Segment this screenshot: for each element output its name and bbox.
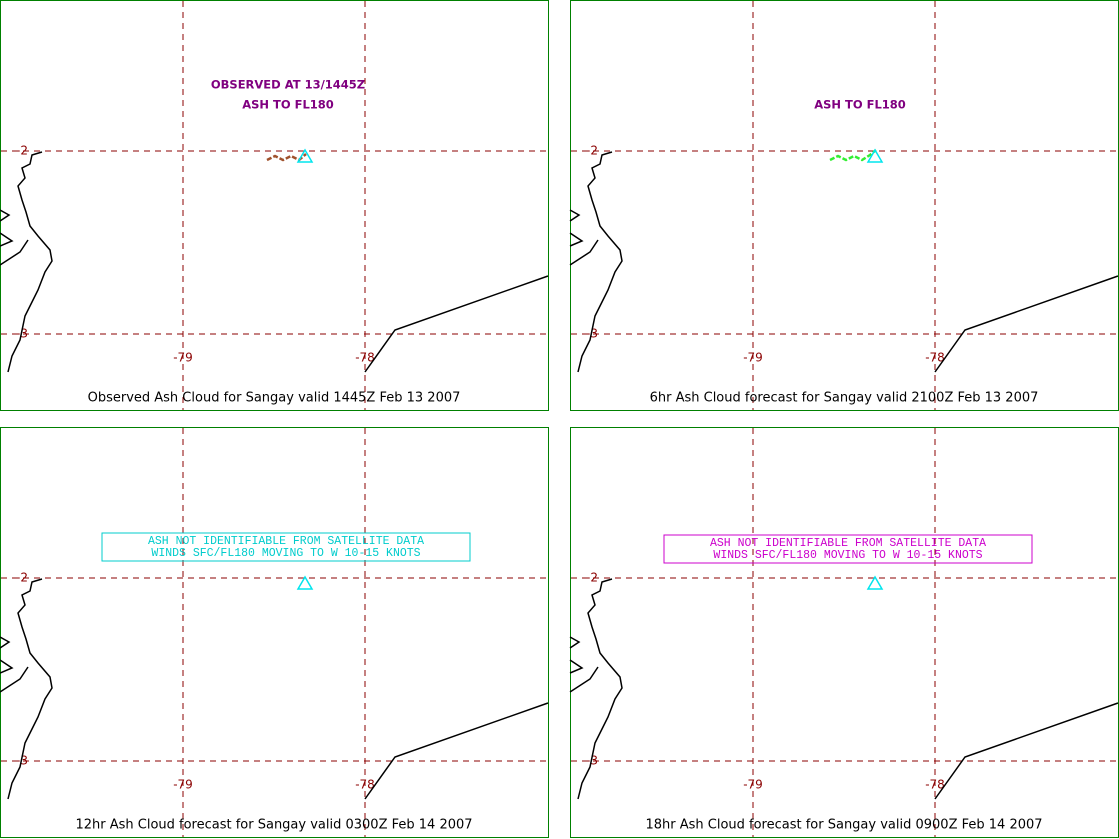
coastline xyxy=(0,666,29,693)
lon-label: -78 xyxy=(925,778,945,792)
panel-border xyxy=(0,427,549,838)
caption: 18hr Ash Cloud forecast for Sangay valid… xyxy=(645,818,1042,833)
coastline xyxy=(0,636,11,649)
coastline xyxy=(569,636,581,649)
coastline xyxy=(577,578,623,800)
volcano xyxy=(866,575,884,590)
volcano xyxy=(866,148,884,163)
coastline xyxy=(569,232,584,247)
lon-label: -79 xyxy=(173,778,193,792)
border-line xyxy=(934,702,1119,800)
volcano xyxy=(296,575,314,590)
coastline xyxy=(0,232,14,247)
panel-border xyxy=(570,0,1119,411)
lon-label: -78 xyxy=(355,778,375,792)
lon-label: -78 xyxy=(925,351,945,365)
coastline xyxy=(569,659,584,674)
annotation: ASH TO FL180 xyxy=(814,98,906,112)
panel-border xyxy=(570,427,1119,838)
coastline xyxy=(577,151,623,373)
ash-cloud xyxy=(829,149,877,162)
caption: 6hr Ash Cloud forecast for Sangay valid … xyxy=(650,391,1039,406)
lon-label: -79 xyxy=(743,778,763,792)
coastline xyxy=(7,151,53,373)
annotation: OBSERVED AT 13/1445Z xyxy=(211,78,365,92)
coastline xyxy=(569,666,599,693)
lon-label: -78 xyxy=(355,351,375,365)
caption: Observed Ash Cloud for Sangay valid 1445… xyxy=(88,391,461,406)
annotation: WINDS SFC/FL180 MOVING TO W 10-15 KNOTS xyxy=(713,549,982,562)
lat-label: -2 xyxy=(586,144,598,158)
caption: 12hr Ash Cloud forecast for Sangay valid… xyxy=(75,818,472,833)
annotation-box xyxy=(101,532,471,562)
coastline xyxy=(7,578,53,800)
coastline xyxy=(0,239,29,266)
lon-label: -79 xyxy=(173,351,193,365)
coastline xyxy=(569,209,581,222)
coastline xyxy=(0,209,11,222)
coastline xyxy=(0,659,14,674)
lat-label: -2 xyxy=(586,571,598,585)
annotation: WINDS SFC/FL180 MOVING TO W 10-15 KNOTS xyxy=(151,547,420,560)
annotation: ASH NOT IDENTIFIABLE FROM SATELLITE DATA xyxy=(710,537,986,550)
border-line xyxy=(364,275,549,373)
lon-label: -79 xyxy=(743,351,763,365)
border-line xyxy=(934,275,1119,373)
panel-border xyxy=(0,0,549,411)
lat-label: -2 xyxy=(16,571,28,585)
annotation: ASH NOT IDENTIFIABLE FROM SATELLITE DATA xyxy=(148,535,424,548)
border-line xyxy=(364,702,549,800)
coastline xyxy=(569,239,599,266)
annotation-box xyxy=(663,534,1033,564)
volcano xyxy=(296,148,314,163)
lat-label: -2 xyxy=(16,144,28,158)
annotation: ASH TO FL180 xyxy=(242,98,334,112)
